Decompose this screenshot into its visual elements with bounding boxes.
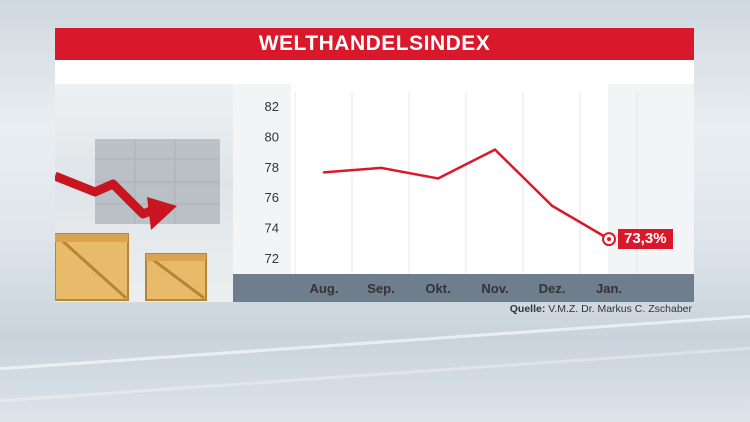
chart-panel: WELTHANDELSINDEX bbox=[55, 28, 694, 302]
red-down-arrow-icon bbox=[55, 171, 177, 230]
data-point bbox=[493, 148, 497, 151]
background-streak bbox=[0, 342, 750, 405]
y-axis-band bbox=[233, 84, 291, 274]
data-point bbox=[436, 177, 440, 180]
chart-area: 72 74 76 78 80 82 Aug. Sep. Okt. Nov. Dez. Jan. bbox=[233, 84, 694, 302]
data-point bbox=[322, 171, 326, 174]
line-chart: 72 74 76 78 80 82 Aug. Sep. Okt. Nov. Dez. Jan. bbox=[233, 84, 694, 302]
x-tick-label: Nov. bbox=[481, 281, 508, 296]
x-tick-label: Dez. bbox=[539, 281, 566, 296]
illustration-graphic bbox=[55, 139, 220, 301]
x-tick-label: Jan. bbox=[596, 281, 622, 296]
source-note: Quelle: V.M.Z. Dr. Markus C. Zschaber bbox=[0, 303, 692, 315]
subtitle-band bbox=[55, 60, 694, 84]
series-line bbox=[323, 148, 610, 241]
last-value-label: 73,3% bbox=[618, 229, 673, 250]
x-tick-label: Sep. bbox=[367, 281, 394, 296]
source-label: Quelle: bbox=[509, 303, 546, 315]
chart-title: WELTHANDELSINDEX bbox=[55, 28, 694, 60]
y-tick-label: 74 bbox=[265, 221, 279, 236]
data-point bbox=[379, 166, 383, 170]
source-text: V.M.Z. Dr. Markus C. Zschaber bbox=[548, 303, 692, 315]
y-tick-label: 82 bbox=[265, 99, 279, 114]
x-tick-label: Okt. bbox=[425, 281, 450, 296]
x-tick-label: Aug. bbox=[310, 281, 339, 296]
y-tick-label: 76 bbox=[265, 190, 279, 205]
y-tick-label: 78 bbox=[265, 160, 279, 175]
trade-illustration bbox=[55, 84, 233, 302]
y-tick-label: 80 bbox=[265, 130, 279, 145]
wooden-crates-icon bbox=[55, 233, 207, 301]
x-axis-band bbox=[233, 274, 694, 302]
y-tick-label: 72 bbox=[265, 251, 279, 266]
data-point bbox=[550, 204, 554, 207]
background-streak bbox=[0, 310, 750, 373]
highlight-point-dot bbox=[607, 237, 611, 242]
